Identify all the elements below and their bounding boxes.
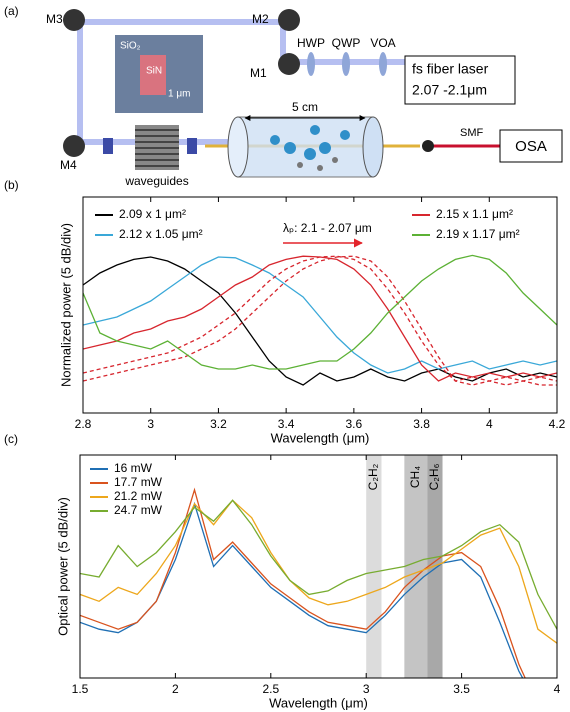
cell-length: 5 cm <box>292 100 318 114</box>
x-tick-label: 2 <box>172 682 179 696</box>
osa-box <box>499 129 563 163</box>
attenuator <box>379 52 387 76</box>
annotation: λₚ: 2.1 - 2.07 μm <box>283 221 372 235</box>
panel-label: (a) <box>4 4 19 18</box>
mirror-label: M1 <box>250 66 267 80</box>
connector <box>422 140 434 152</box>
y-axis-label: Normalized power (5 dB/div) <box>58 223 73 387</box>
x-axis-label: Wavelength (μm) <box>271 430 370 445</box>
series-line <box>83 256 557 374</box>
legend-label: 17.7 mW <box>114 475 163 489</box>
series-line <box>83 255 557 386</box>
optic-label: HWP <box>297 36 325 50</box>
setup-diagram: M3 M2 M1 M4 HWP QWP VOA fs fiber laser 2… <box>46 9 563 188</box>
laser-label: fs fiber laser <box>412 61 489 77</box>
x-tick-label: 4.2 <box>549 417 566 431</box>
optic-label: QWP <box>332 36 361 50</box>
x-tick-label: 4 <box>554 682 561 696</box>
series-line <box>80 501 524 678</box>
panel-label: (b) <box>4 178 19 192</box>
legend-label: 2.09 x 1 μm² <box>119 207 186 221</box>
sin-core <box>140 55 166 95</box>
legend-label: 21.2 mW <box>114 489 163 503</box>
waveguide-chip <box>135 125 179 170</box>
lens <box>103 138 113 154</box>
x-tick-label: 3.5 <box>453 682 470 696</box>
waveguides-label: waveguides <box>124 174 188 188</box>
series-line <box>80 499 557 644</box>
legend-label: 2.12 x 1.05 μm² <box>119 227 203 241</box>
x-tick-label: 1.5 <box>72 682 89 696</box>
panel-label: (c) <box>4 432 18 446</box>
legend-label: 2.19 x 1.17 μm² <box>436 227 520 241</box>
x-tick-label: 2.8 <box>75 417 92 431</box>
band-label: C₂H₂ <box>366 463 380 490</box>
plot-frame <box>79 454 558 679</box>
mirror-label: M4 <box>60 158 77 172</box>
x-tick-label: 3.8 <box>413 417 430 431</box>
series-line <box>83 255 557 382</box>
series-line <box>80 499 557 630</box>
x-tick-label: 3.4 <box>278 417 295 431</box>
legend-label: 16 mW <box>114 461 153 475</box>
mirror-label: M2 <box>252 12 269 26</box>
x-tick-label: 2.5 <box>262 682 279 696</box>
mirror <box>63 135 85 157</box>
osa-label: OSA <box>515 138 547 155</box>
x-tick-label: 4 <box>486 417 493 431</box>
mirror <box>278 53 300 75</box>
x-tick-label: 3 <box>147 417 154 431</box>
series-line <box>83 254 557 370</box>
x-tick-label: 3.6 <box>346 417 363 431</box>
x-axis-label: Wavelength (μm) <box>269 695 368 710</box>
band-label: C₂H₆ <box>427 463 441 490</box>
waveplate <box>342 52 350 76</box>
laser-box <box>404 55 516 105</box>
x-tick-label: 3 <box>363 682 370 696</box>
laser-label: 2.07 -2.1μm <box>412 82 487 98</box>
optic-label: VOA <box>370 36 395 50</box>
lens <box>187 138 197 154</box>
series-line <box>80 487 526 678</box>
y-axis-label: Optical power (5 dB/div) <box>55 497 70 636</box>
x-tick-label: 3.2 <box>210 417 227 431</box>
fiber-label: SMF <box>460 127 484 139</box>
waveplate <box>307 52 315 76</box>
mirror-label: M3 <box>46 12 63 26</box>
absorption-band <box>404 455 428 678</box>
absorption-band <box>427 455 443 678</box>
series-line <box>83 255 557 382</box>
gas-cell <box>227 116 384 178</box>
inset-label: 1 μm <box>168 89 190 100</box>
plot-frame <box>82 196 558 414</box>
inset-label: SiO₂ <box>120 41 141 52</box>
series-line <box>83 256 557 386</box>
legend-label: 24.7 mW <box>114 503 163 517</box>
inset-label: SiN <box>146 66 162 77</box>
mirror <box>278 9 300 31</box>
legend-label: 2.15 x 1.1 μm² <box>436 207 513 221</box>
mirror <box>63 9 85 31</box>
band-label: CH₄ <box>408 466 422 488</box>
